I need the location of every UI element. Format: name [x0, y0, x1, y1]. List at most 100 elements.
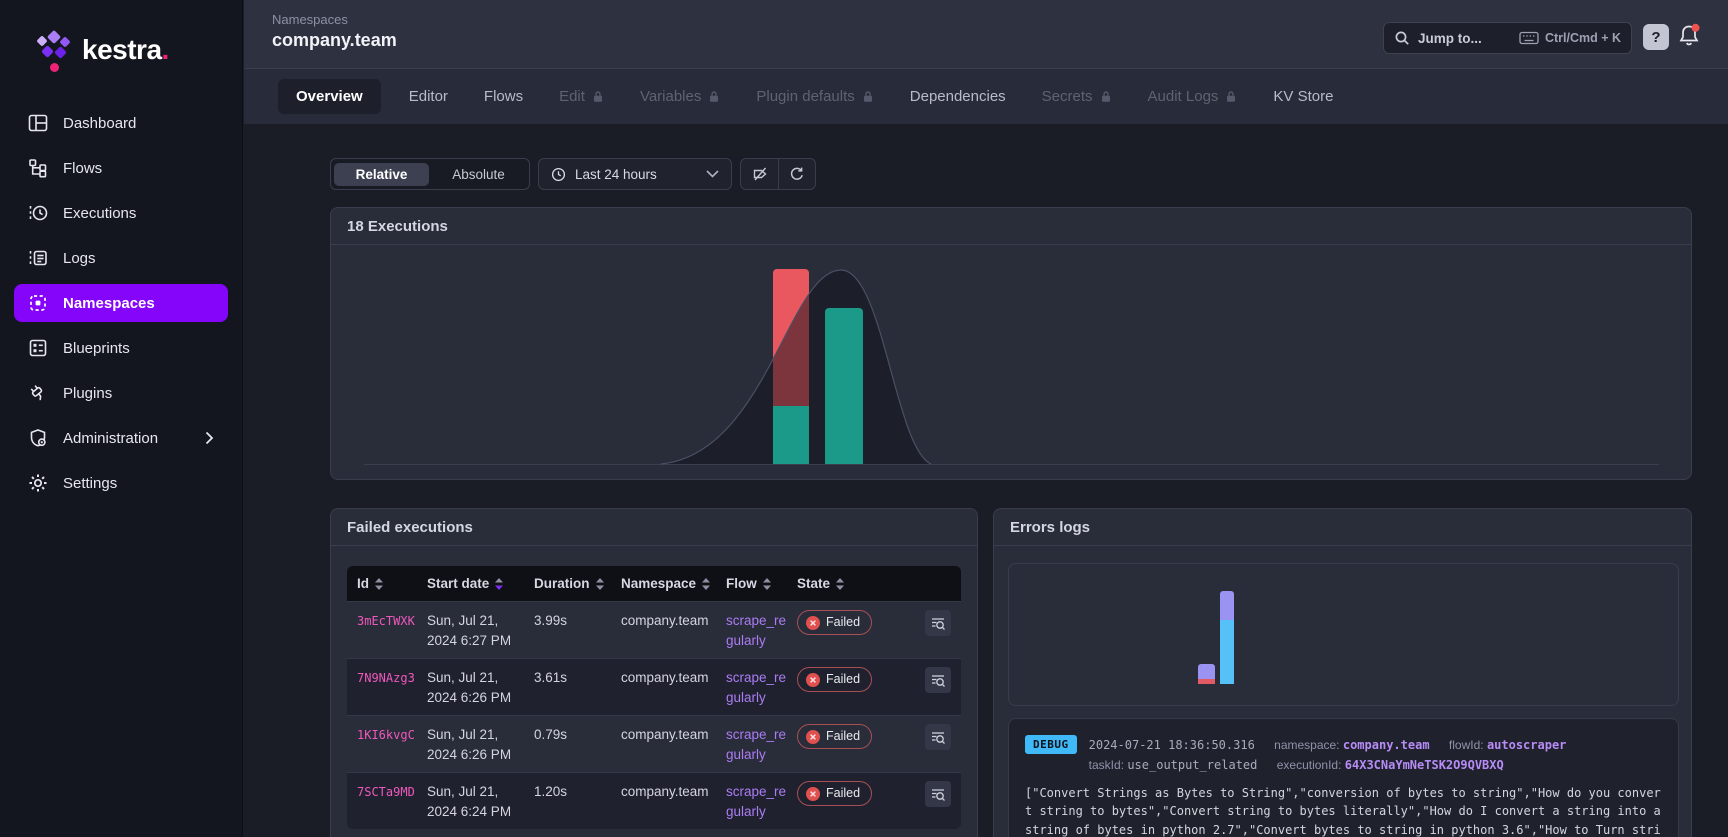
log-executionid-link[interactable]: 64X3CNaYmNeTSK2O9QVBXQ: [1344, 758, 1504, 773]
col-header-duration[interactable]: Duration: [524, 576, 611, 591]
notifications-bell-button[interactable]: [1674, 22, 1704, 52]
namespace-cell: company.team: [621, 784, 709, 799]
tab-flows[interactable]: Flows: [483, 88, 524, 105]
failed-card-title: Failed executions: [347, 518, 473, 536]
sidebar-item-label: Dashboard: [63, 114, 137, 132]
log-level-badge: DEBUG: [1025, 735, 1077, 754]
failed-x-icon: [806, 615, 820, 630]
failed-state-badge: Failed: [797, 610, 873, 635]
sidebar-item-settings[interactable]: Settings: [14, 464, 228, 502]
tab-kv-store[interactable]: KV Store: [1273, 88, 1334, 105]
lock-icon: [710, 91, 719, 102]
errors-bar-level-blue-segment: [1220, 620, 1234, 684]
state-label: Failed: [826, 786, 861, 801]
refresh-icon: [790, 167, 803, 180]
execution-id-link[interactable]: 7N9NAzg3: [357, 671, 415, 685]
jump-to-search[interactable]: Jump to... Ctrl/Cmd + K: [1383, 22, 1632, 54]
executions-card-title: 18 Executions: [347, 217, 448, 235]
lock-icon: [1101, 91, 1110, 102]
absolute-toggle[interactable]: Absolute: [452, 166, 505, 182]
failed-state-badge: Failed: [797, 667, 873, 692]
keyboard-icon: [1519, 31, 1539, 45]
namespace-cell: company.team: [621, 670, 709, 685]
sidebar-item-logs[interactable]: Logs: [14, 239, 228, 277]
tab-plugin-defaults[interactable]: Plugin defaults: [756, 88, 873, 105]
flow-link[interactable]: scrape_regularly: [726, 727, 787, 762]
sidebar-item-dashboard[interactable]: Dashboard: [14, 104, 228, 142]
tab-dependencies[interactable]: Dependencies: [909, 88, 1006, 105]
chart-baseline: [364, 464, 1659, 465]
table-row[interactable]: 7N9NAzg3 Sun, Jul 21, 2024 6:26 PM 3.61s…: [347, 658, 961, 715]
time-range-dropdown[interactable]: Last 24 hours: [538, 158, 732, 190]
sidebar-item-blueprints[interactable]: Blueprints: [14, 329, 228, 367]
row-logs-button[interactable]: [925, 667, 951, 693]
sidebar-item-label: Executions: [63, 204, 137, 222]
sidebar-item-label: Blueprints: [63, 339, 130, 357]
tab-secrets[interactable]: Secrets: [1042, 88, 1112, 105]
col-header-flow[interactable]: Flow: [716, 576, 787, 591]
state-label: Failed: [826, 615, 861, 630]
col-header-state[interactable]: State: [787, 576, 893, 591]
log-namespace-link[interactable]: company.team: [1342, 738, 1430, 752]
log-entry[interactable]: DEBUG 2024-07-21 18:36:50.316 namespace:…: [1008, 718, 1679, 837]
duration-cell: 3.61s: [534, 670, 568, 685]
tab-editor[interactable]: Editor: [408, 88, 448, 105]
sort-icon: [762, 577, 771, 590]
search-placeholder: Jump to...: [1418, 30, 1482, 46]
col-header-id[interactable]: Id: [347, 576, 417, 591]
lock-icon: [1227, 91, 1236, 102]
row-logs-button[interactable]: [925, 610, 951, 636]
log-timestamp: 2024-07-21 18:36:50.316: [1088, 738, 1255, 752]
execution-id-link[interactable]: 1KI6kvgC: [357, 728, 415, 742]
flow-link[interactable]: scrape_regularly: [726, 613, 787, 648]
col-header-start-date[interactable]: Start date: [417, 576, 524, 591]
execution-id-link[interactable]: 3mEcTWXK: [357, 614, 415, 628]
tab-audit-logs[interactable]: Audit Logs: [1148, 88, 1238, 105]
start-date-cell: Sun, Jul 21, 2024 6:27 PM: [427, 613, 512, 648]
execution-id-link[interactable]: 7SCTa9MD: [357, 785, 415, 799]
kestra-logo[interactable]: kestra.: [36, 28, 169, 72]
sidebar-item-plugins[interactable]: Plugins: [14, 374, 228, 412]
sort-icon: [375, 577, 383, 590]
table-row[interactable]: 3mEcTWXK Sun, Jul 21, 2024 6:27 PM 3.99s…: [347, 601, 961, 658]
relative-toggle[interactable]: Relative: [334, 162, 429, 186]
start-date-cell: Sun, Jul 21, 2024 6:24 PM: [427, 784, 512, 819]
page-title: company.team: [272, 30, 397, 50]
sidebar-item-namespaces[interactable]: Namespaces: [14, 284, 228, 322]
sidebar-item-label: Administration: [63, 429, 159, 447]
labels-off-button[interactable]: [741, 159, 778, 189]
table-row[interactable]: 1KI6kvgC Sun, Jul 21, 2024 6:26 PM 0.79s…: [347, 715, 961, 772]
text-search-icon: [932, 789, 945, 801]
row-logs-button[interactable]: [925, 724, 951, 750]
tab-edit[interactable]: Edit: [559, 88, 604, 105]
duration-cell: 0.79s: [534, 727, 568, 742]
row-logs-button[interactable]: [925, 781, 951, 807]
brand-name: kestra.: [82, 34, 169, 65]
help-button[interactable]: ?: [1643, 24, 1669, 50]
sidebar-item-flows[interactable]: Flows: [14, 149, 228, 187]
executions-bar-chart: [331, 208, 1691, 479]
sidebar-nav: Dashboard Flows Executions Logs Namespac…: [0, 104, 242, 502]
executions-card: 18 Executions: [330, 207, 1692, 480]
table-row[interactable]: 7SCTa9MD Sun, Jul 21, 2024 6:24 PM 1.20s…: [347, 772, 961, 829]
notification-dot: [1691, 23, 1700, 32]
start-date-cell: Sun, Jul 21, 2024 6:26 PM: [427, 670, 512, 705]
flow-link[interactable]: scrape_regularly: [726, 670, 787, 705]
table-header-row: Id Start date Duration Namespace Flow St…: [347, 566, 961, 601]
logs-icon: [29, 250, 47, 266]
start-date-cell: Sun, Jul 21, 2024 6:26 PM: [427, 727, 512, 762]
sort-icon: [595, 577, 604, 590]
flow-link[interactable]: scrape_regularly: [726, 784, 787, 819]
sidebar-item-label: Flows: [63, 159, 103, 177]
sidebar-item-executions[interactable]: Executions: [14, 194, 228, 232]
dashboard-icon: [28, 114, 48, 132]
tab-variables[interactable]: Variables: [640, 88, 720, 105]
col-header-namespace[interactable]: Namespace: [611, 576, 716, 591]
sidebar-item-administration[interactable]: Administration: [14, 419, 228, 457]
executions-icon: [29, 205, 48, 221]
tab-overview[interactable]: Overview: [278, 79, 381, 114]
refresh-button[interactable]: [778, 159, 815, 189]
breadcrumb[interactable]: Namespaces: [272, 12, 348, 27]
sort-icon-active-desc: [495, 577, 504, 590]
log-flowid-link[interactable]: autoscraper: [1486, 738, 1567, 752]
